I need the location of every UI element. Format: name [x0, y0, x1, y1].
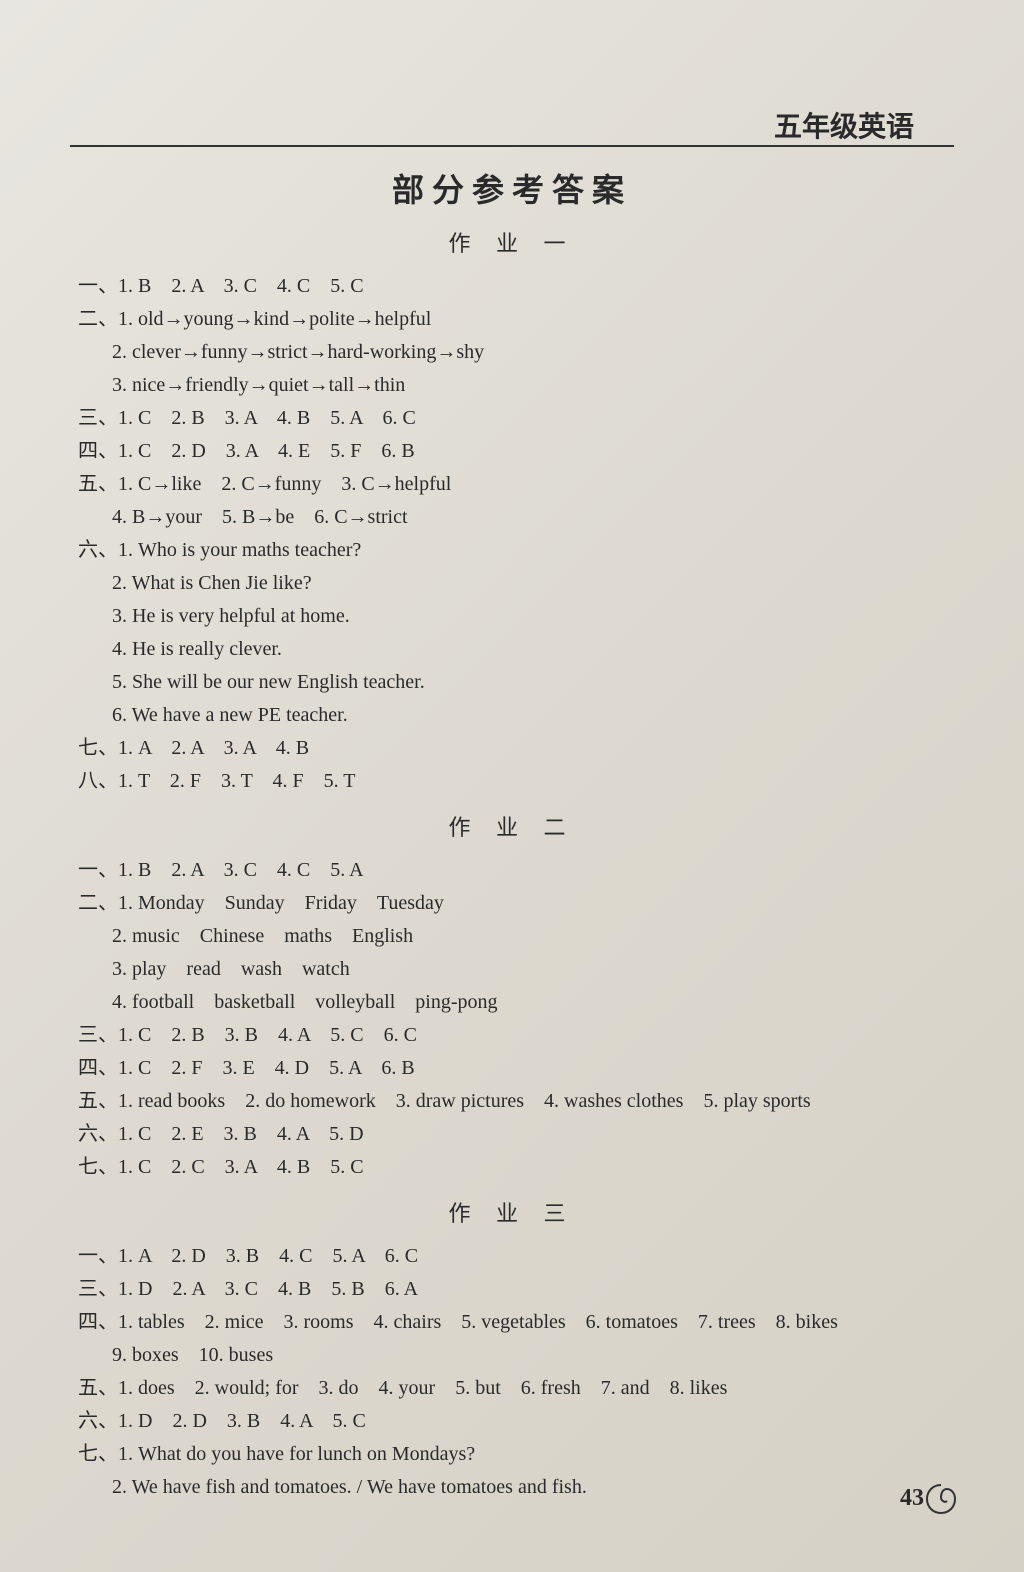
answer-line: 4. B→your 5. B→be 6. C→strict — [112, 501, 954, 534]
answer-line: 二、1. Monday Sunday Friday Tuesday — [78, 887, 954, 920]
page-number: 43 — [900, 1485, 924, 1512]
answer-line: 五、1. C→like 2. C→funny 3. C→helpful — [78, 468, 954, 501]
answer-line: 三、1. C 2. B 3. B 4. A 5. C 6. C — [78, 1019, 954, 1052]
answer-line: 4. He is really clever. — [112, 633, 954, 666]
answer-line: 六、1. Who is your maths teacher? — [78, 534, 954, 567]
answer-line: 2. music Chinese maths English — [112, 920, 954, 953]
page-decoration-icon — [923, 1481, 959, 1517]
answer-line: 六、1. D 2. D 3. B 4. A 5. C — [78, 1405, 954, 1438]
answer-line: 三、1. C 2. B 3. A 4. B 5. A 6. C — [78, 402, 954, 435]
answer-line: 一、1. A 2. D 3. B 4. C 5. A 6. C — [78, 1240, 954, 1273]
answer-line: 五、1. read books 2. do homework 3. draw p… — [78, 1085, 954, 1118]
answer-line: 七、1. C 2. C 3. A 4. B 5. C — [78, 1151, 954, 1184]
answer-line: 七、1. What do you have for lunch on Monda… — [78, 1438, 954, 1471]
answer-line: 二、1. old→young→kind→polite→helpful — [78, 303, 954, 336]
answer-line: 2. clever→funny→strict→hard-working→shy — [112, 336, 954, 369]
answer-line: 四、1. tables 2. mice 3. rooms 4. chairs 5… — [78, 1306, 954, 1339]
answer-line: 2. We have fish and tomatoes. / We have … — [112, 1471, 954, 1504]
main-title: 部分参考答案 — [70, 165, 954, 211]
answer-line: 3. nice→friendly→quiet→tall→thin — [112, 369, 954, 402]
answer-line: 3. He is very helpful at home. — [112, 600, 954, 633]
answer-line: 八、1. T 2. F 3. T 4. F 5. T — [78, 765, 954, 798]
header-title: 五年级英语 — [774, 105, 914, 145]
answer-line: 一、1. B 2. A 3. C 4. C 5. C — [78, 270, 954, 303]
answer-line: 四、1. C 2. D 3. A 4. E 5. F 6. B — [78, 435, 954, 468]
section-title: 作 业 二 — [70, 810, 954, 842]
answer-line: 9. boxes 10. buses — [112, 1339, 954, 1372]
section-title: 作 业 三 — [70, 1196, 954, 1228]
answer-line: 六、1. C 2. E 3. B 4. A 5. D — [78, 1118, 954, 1151]
answer-line: 4. football basketball volleyball ping-p… — [112, 986, 954, 1019]
section-title: 作 业 一 — [70, 226, 954, 258]
answer-line: 6. We have a new PE teacher. — [112, 699, 954, 732]
answer-line: 一、1. B 2. A 3. C 4. C 5. A — [78, 854, 954, 887]
answer-line: 5. She will be our new English teacher. — [112, 666, 954, 699]
header-divider — [70, 145, 954, 147]
answer-line: 三、1. D 2. A 3. C 4. B 5. B 6. A — [78, 1273, 954, 1306]
answer-line: 七、1. A 2. A 3. A 4. B — [78, 732, 954, 765]
answer-line: 四、1. C 2. F 3. E 4. D 5. A 6. B — [78, 1052, 954, 1085]
answer-line: 2. What is Chen Jie like? — [112, 567, 954, 600]
answer-line: 五、1. does 2. would; for 3. do 4. your 5.… — [78, 1372, 954, 1405]
answer-content: 作 业 一一、1. B 2. A 3. C 4. C 5. C二、1. old→… — [70, 226, 954, 1504]
answer-line: 3. play read wash watch — [112, 953, 954, 986]
